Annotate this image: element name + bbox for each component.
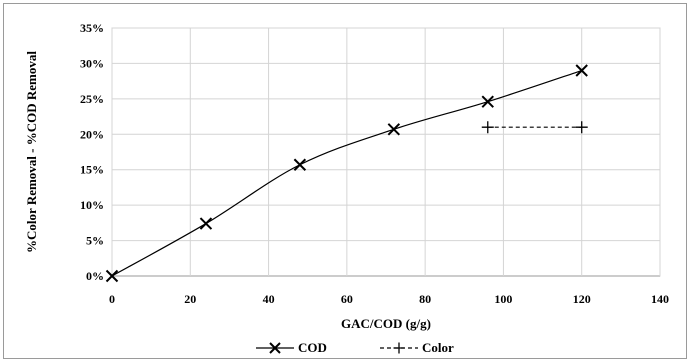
series-cod <box>105 64 588 283</box>
data-point-cod <box>575 64 588 77</box>
y-tick-label: 0% <box>86 269 104 283</box>
data-point-color <box>481 121 494 134</box>
x-tick-label: 20 <box>184 292 196 306</box>
y-tick-label: 10% <box>80 198 104 212</box>
vertical-gridlines <box>111 28 661 276</box>
x-tick-label: 40 <box>263 292 275 306</box>
plot-area <box>111 27 661 277</box>
legend-label-cod: COD <box>298 340 327 355</box>
legend-label-color: Color <box>422 340 454 355</box>
horizontal-gridlines <box>112 27 660 277</box>
legend-marker-color <box>393 342 405 354</box>
legend-marker-cod <box>269 342 281 354</box>
y-tick-label: 30% <box>80 56 104 70</box>
data-point-cod <box>481 95 494 108</box>
y-axis-title: %Color Removal - %COD Removal <box>24 51 39 253</box>
legend-item-color: Color <box>380 340 454 355</box>
data-point-cod <box>105 269 119 283</box>
data-point-cod <box>387 123 401 136</box>
y-tick-label: 35% <box>80 21 104 35</box>
x-tick-label: 140 <box>651 292 669 306</box>
y-tick-labels: 0% 5% 10% 15% 20% 25% 30% 35% <box>80 21 104 283</box>
y-tick-label: 20% <box>80 127 104 141</box>
legend-item-cod: COD <box>256 340 327 355</box>
data-point-color <box>575 121 588 134</box>
series-color <box>481 121 588 134</box>
series-line-cod <box>111 69 582 277</box>
x-tick-label: 0 <box>109 292 115 306</box>
x-tick-label: 120 <box>573 292 591 306</box>
data-point-cod <box>199 217 213 230</box>
y-tick-label: 5% <box>86 234 104 248</box>
legend: COD Color <box>256 340 454 355</box>
x-tick-labels: 0 20 40 60 80 100 120 140 <box>109 292 669 306</box>
data-point-cod <box>293 158 307 171</box>
y-tick-label: 15% <box>80 163 104 177</box>
x-tick-label: 60 <box>341 292 353 306</box>
series-layer <box>105 64 588 283</box>
x-tick-label: 80 <box>419 292 431 306</box>
y-tick-label: 25% <box>80 92 104 106</box>
x-axis-title: GAC/COD (g/g) <box>341 316 431 331</box>
x-tick-label: 100 <box>494 292 512 306</box>
